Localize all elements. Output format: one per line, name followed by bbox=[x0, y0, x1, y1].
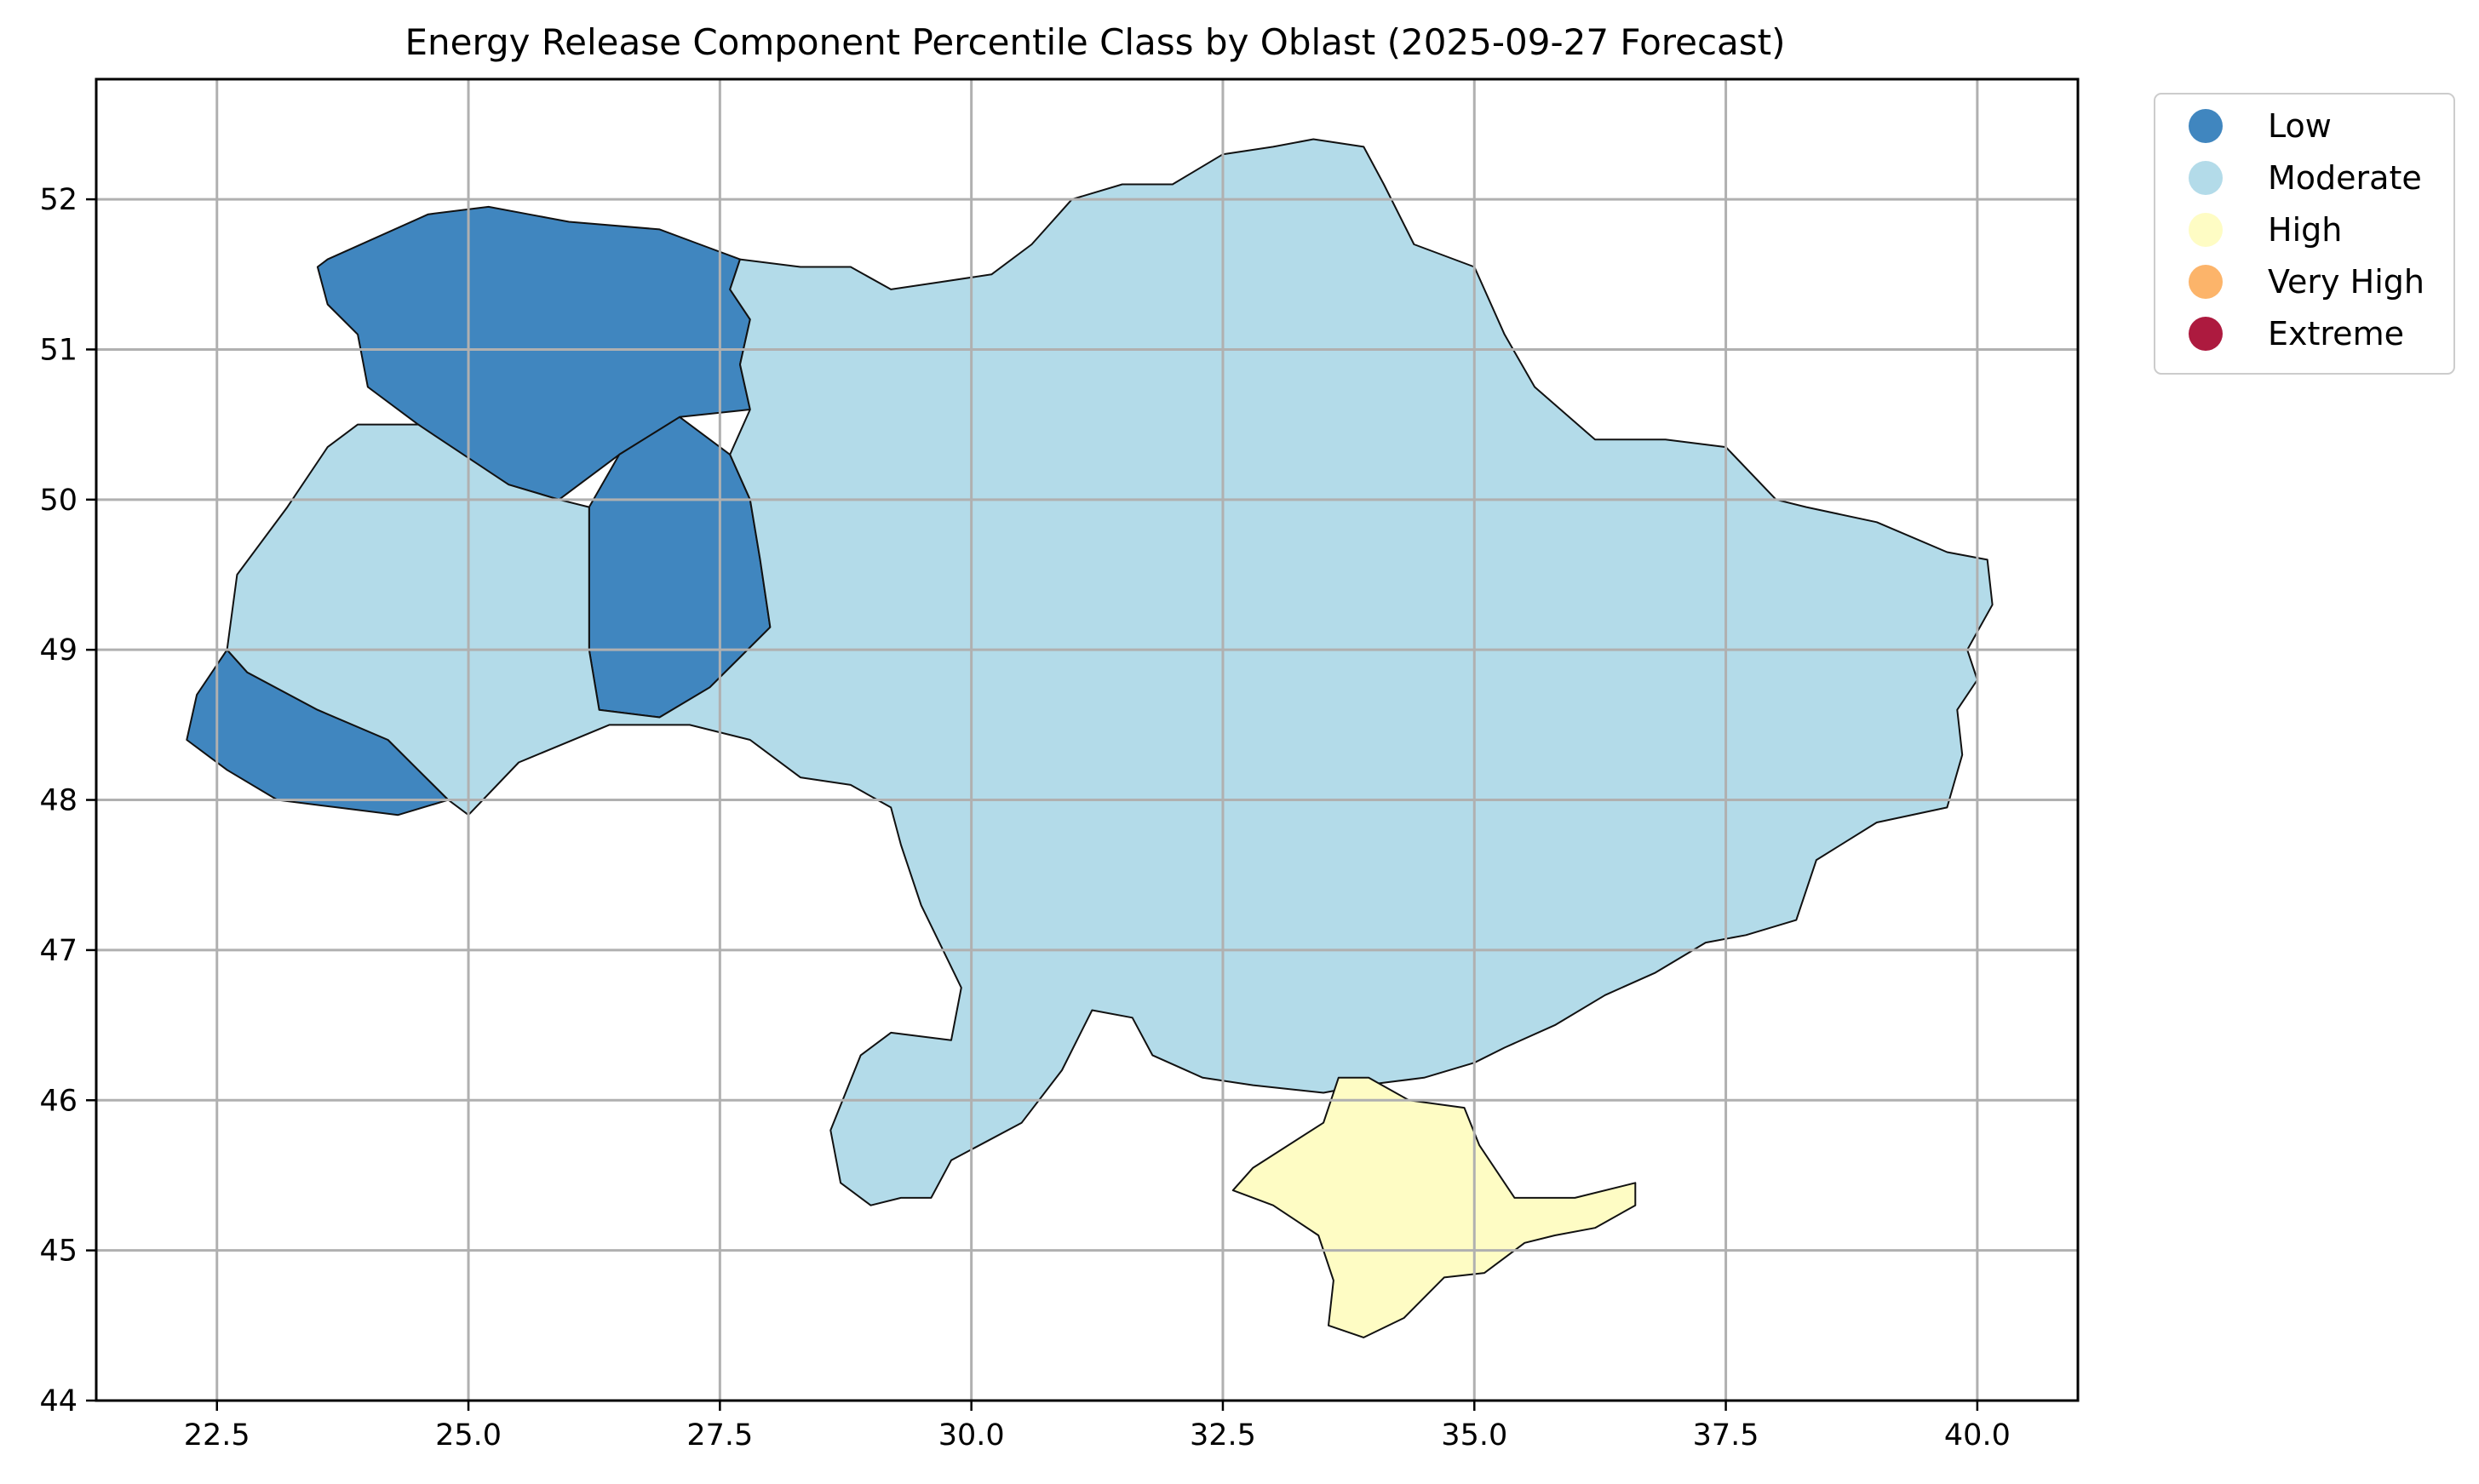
plot-area: 22.5 25.0 27.5 30.0 32.5 35.0 37.5 40.0 44 45 46 47… bbox=[39, 77, 2080, 1452]
y-tick-label-8: 52 bbox=[39, 183, 77, 217]
legend-marker-high bbox=[2189, 213, 2223, 247]
x-tick-label-0: 22.5 bbox=[184, 1418, 250, 1452]
region-moderate-3 bbox=[226, 138, 1994, 1206]
legend-marker-extreme bbox=[2189, 317, 2223, 351]
y-tick-label-7: 51 bbox=[39, 333, 77, 367]
legend-label-extreme: Extreme bbox=[2268, 315, 2404, 352]
legend-marker-low bbox=[2189, 109, 2223, 143]
y-tick-label-1: 45 bbox=[39, 1235, 77, 1269]
legend-box bbox=[2154, 93, 2455, 375]
y-tick-label-2: 46 bbox=[39, 1084, 77, 1118]
legend-label-moderate: Moderate bbox=[2268, 159, 2422, 197]
chart-title: Energy Release Component Percentile Clas… bbox=[405, 21, 1785, 63]
y-tick-label-5: 49 bbox=[39, 633, 77, 668]
y-tick-label-6: 50 bbox=[39, 484, 77, 518]
x-tick-label-7: 40.0 bbox=[1944, 1418, 2011, 1452]
y-tick-label-0: 44 bbox=[39, 1384, 77, 1418]
legend: Low Moderate High Very High Extreme bbox=[2154, 93, 2455, 375]
x-tick-label-6: 37.5 bbox=[1693, 1418, 1759, 1452]
y-tick-label-3: 47 bbox=[39, 934, 77, 968]
legend-label-high: High bbox=[2268, 211, 2342, 249]
legend-marker-very-high bbox=[2189, 265, 2223, 299]
region-high-4 bbox=[1231, 1076, 1637, 1338]
x-tick-label-4: 32.5 bbox=[1190, 1418, 1256, 1452]
legend-label-low: Low bbox=[2268, 107, 2332, 145]
x-tick-label-2: 27.5 bbox=[686, 1418, 753, 1452]
legend-marker-moderate bbox=[2189, 161, 2223, 195]
legend-label-very-high: Very High bbox=[2268, 263, 2424, 301]
plot-frame bbox=[95, 77, 2080, 1402]
y-tick-label-4: 48 bbox=[39, 784, 77, 818]
x-tick-label-5: 35.0 bbox=[1441, 1418, 1507, 1452]
x-tick-label-1: 25.0 bbox=[435, 1418, 502, 1452]
x-tick-label-3: 30.0 bbox=[938, 1418, 1005, 1452]
